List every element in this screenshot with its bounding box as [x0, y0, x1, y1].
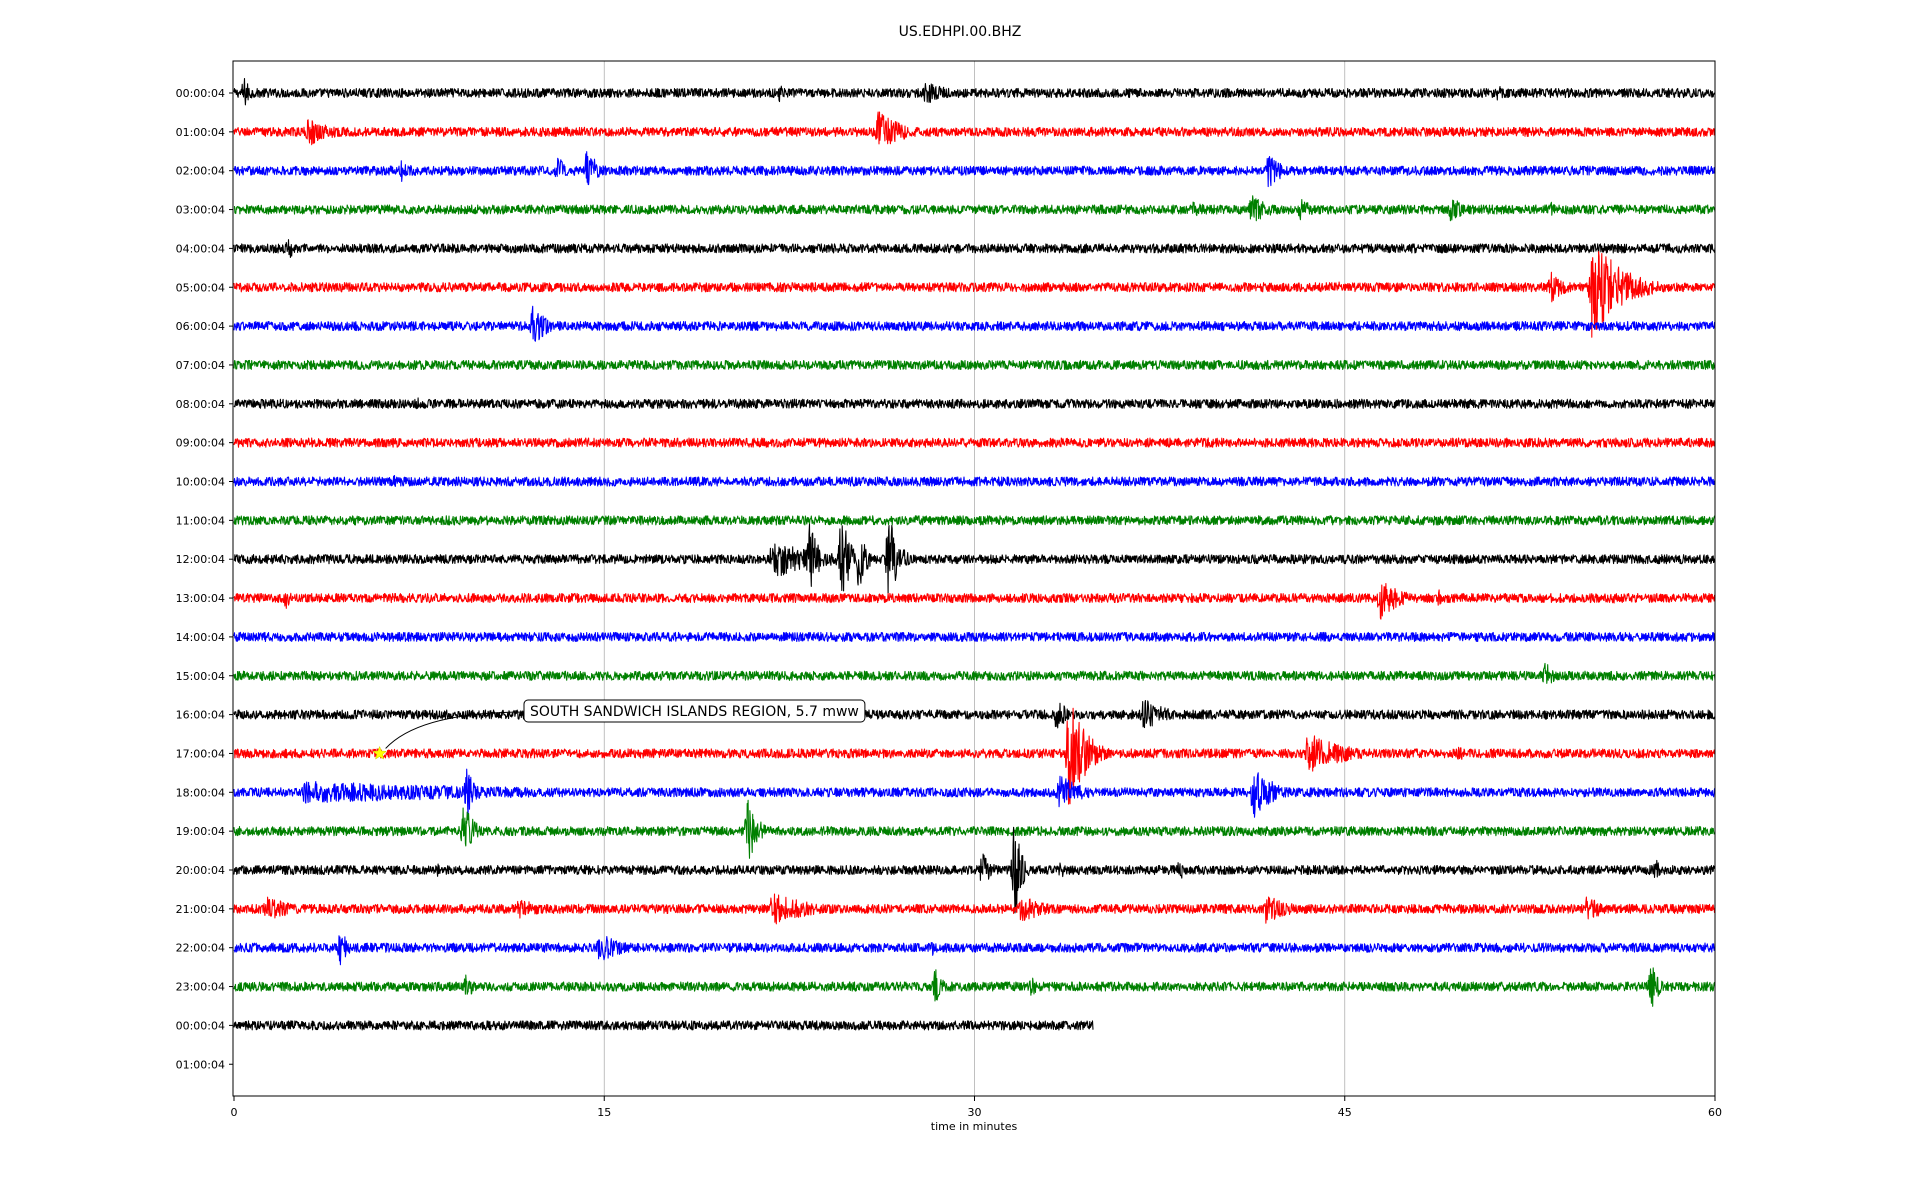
seismic-trace — [233, 195, 1716, 222]
row-time-label: 15:00:04 — [176, 670, 225, 683]
row-time-label: 16:00:04 — [176, 709, 225, 722]
annotation-text: SOUTH SANDWICH ISLANDS REGION, 5.7 mww — [530, 704, 859, 720]
row-time-label: 19:00:04 — [176, 825, 225, 838]
seismic-trace — [233, 151, 1716, 188]
row-time-label: 11:00:04 — [176, 514, 225, 527]
event-annotation: SOUTH SANDWICH ISLANDS REGION, 5.7 mww — [372, 699, 866, 760]
seismic-trace — [233, 239, 1716, 259]
row-time-label: 14:00:04 — [176, 631, 225, 644]
seismic-trace — [233, 523, 1716, 594]
x-tick-label: 0 — [231, 1106, 238, 1119]
x-axis-label: time in minutes — [931, 1120, 1018, 1133]
x-tick-label: 60 — [1708, 1106, 1722, 1119]
row-time-label: 07:00:04 — [176, 359, 225, 372]
chart-title: US.EDHPI.00.BHZ — [899, 24, 1022, 40]
row-time-label: 12:00:04 — [176, 553, 225, 566]
row-time-label: 21:00:04 — [176, 903, 225, 916]
grid-lines — [603, 61, 1346, 1096]
seismic-trace — [233, 251, 1716, 338]
row-time-label: 01:00:04 — [176, 126, 225, 139]
row-time-label: 23:00:04 — [176, 981, 225, 994]
row-time-label: 02:00:04 — [176, 165, 225, 178]
seismic-trace — [233, 359, 1716, 371]
seismic-trace — [233, 827, 1716, 914]
seismic-trace — [233, 768, 1716, 818]
row-time-label: 06:00:04 — [176, 320, 225, 333]
row-labels: 00:00:04 01:00:04 02:00:04 03:00:04 04:00:04… — [176, 87, 233, 1071]
seismic-trace — [233, 111, 1716, 146]
row-time-label: 18:00:04 — [176, 786, 225, 799]
row-time-label: 03:00:04 — [176, 204, 225, 217]
seismic-trace — [233, 935, 1716, 966]
seismic-trace — [233, 475, 1716, 487]
row-time-label: 01:00:04 — [176, 1058, 225, 1071]
event-star-marker — [372, 745, 387, 760]
seismic-trace — [233, 631, 1716, 643]
seismic-trace — [233, 397, 1716, 410]
x-axis-ticks: 0 15 30 45 60 — [231, 1096, 1722, 1119]
seismic-trace — [233, 799, 1716, 859]
traces — [233, 78, 1716, 1031]
row-time-label: 22:00:04 — [176, 942, 225, 955]
seismic-trace — [233, 662, 1716, 684]
row-time-label: 13:00:04 — [176, 592, 225, 605]
seismic-trace — [233, 1020, 1094, 1031]
row-time-label: 00:00:04 — [176, 1019, 225, 1032]
seismic-trace — [233, 893, 1716, 925]
annotation-box — [523, 699, 866, 723]
x-tick-label: 15 — [597, 1106, 611, 1119]
plot-frame — [232, 60, 1716, 1097]
row-time-label: 08:00:04 — [176, 398, 225, 411]
row-time-label: 05:00:04 — [176, 281, 225, 294]
seismic-trace — [233, 305, 1716, 342]
row-time-label: 17:00:04 — [176, 747, 225, 760]
row-time-label: 20:00:04 — [176, 864, 225, 877]
seismic-trace — [233, 78, 1716, 106]
seismic-trace — [233, 707, 1716, 805]
row-time-label: 00:00:04 — [176, 87, 225, 100]
seismic-trace — [233, 515, 1716, 526]
seismic-trace — [233, 967, 1716, 1007]
row-time-label: 10:00:04 — [176, 476, 225, 489]
row-time-label: 09:00:04 — [176, 437, 225, 450]
x-tick-label: 45 — [1338, 1106, 1352, 1119]
seismic-trace — [233, 437, 1716, 448]
x-tick-label: 30 — [968, 1106, 982, 1119]
annotation-connector — [385, 711, 527, 749]
seismic-trace — [233, 582, 1716, 620]
row-time-label: 04:00:04 — [176, 242, 225, 255]
